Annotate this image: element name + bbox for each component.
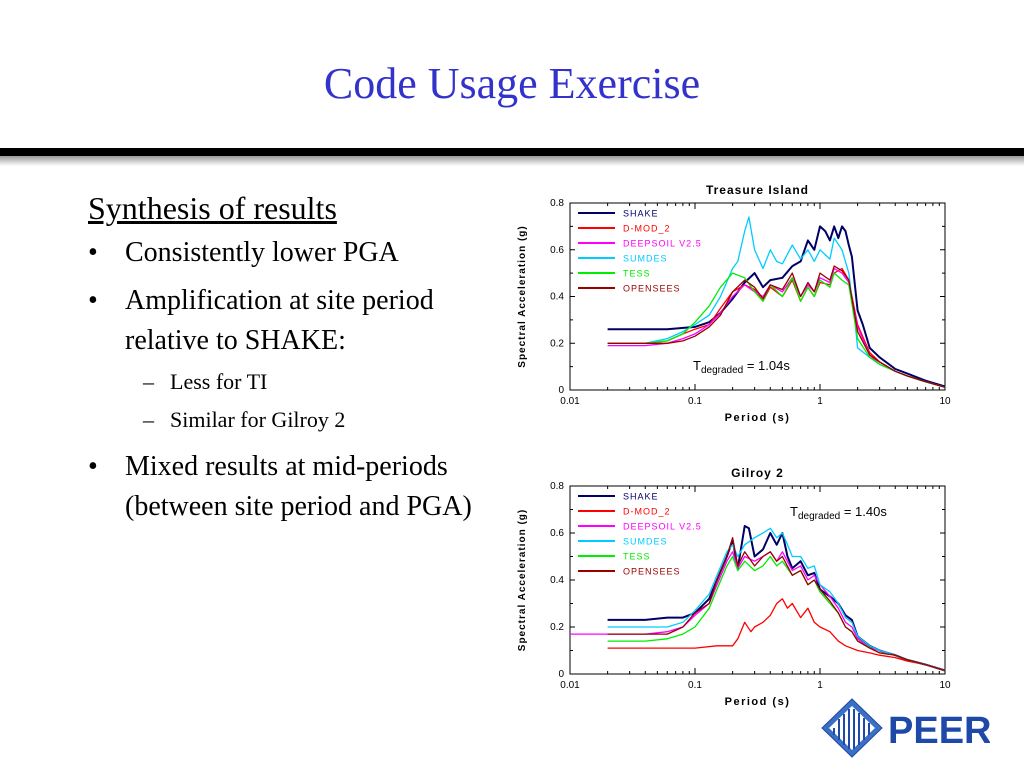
bullet-marker: • — [88, 237, 98, 268]
x-tick-label: 0.1 — [688, 396, 702, 407]
y-tick-label: 0.8 — [550, 481, 564, 492]
legend-label: D-MOD_2 — [623, 224, 671, 234]
x-tick-label: 1 — [817, 396, 823, 407]
legend-label: TESS — [623, 552, 651, 562]
y-tick-label: 0.6 — [550, 245, 564, 256]
annotation-symbol: T — [693, 358, 701, 373]
bullet-item: • Consistently lower PGA — [88, 233, 508, 273]
period-annotation: Tdegraded = 1.40s — [790, 504, 887, 522]
legend-label: DEEPSOIL V2.5 — [623, 239, 702, 249]
logo-text: PEER — [888, 710, 990, 752]
chart-title: Gilroy 2 — [731, 466, 784, 480]
x-tick-label: 0.1 — [688, 680, 702, 691]
y-tick-label: 0.8 — [550, 198, 564, 209]
y-axis-label: Spectral Acceleration (g) — [517, 225, 528, 367]
x-tick-label: 10 — [939, 396, 951, 407]
y-tick-label: 0.2 — [550, 622, 564, 633]
legend-label: SHAKE — [623, 492, 659, 502]
title-divider-shadow — [0, 156, 1024, 166]
legend-label: SUMDES — [623, 254, 668, 264]
slide-title: Code Usage Exercise — [323, 59, 701, 108]
sub-bullet-item: – Similar for Gilroy 2 — [88, 401, 508, 439]
sub-bullet-text: Less for TI — [170, 369, 268, 394]
series-line — [607, 216, 946, 388]
bullet-text: Mixed results at mid-periods (between si… — [125, 451, 472, 522]
bullet-list: Synthesis of results • Consistently lowe… — [88, 190, 508, 527]
legend-label: D-MOD_2 — [623, 507, 671, 517]
series-line — [607, 537, 946, 672]
bullet-marker: • — [88, 285, 98, 316]
dash-marker: – — [143, 369, 154, 394]
legend-label: TESS — [623, 269, 651, 279]
legend-label: SHAKE — [623, 209, 659, 219]
y-tick-label: 0 — [558, 669, 564, 680]
y-tick-label: 0 — [558, 385, 564, 396]
legend-label: SUMDES — [623, 537, 668, 547]
period-annotation: Tdegraded = 1.04s — [693, 358, 790, 376]
y-tick-label: 0.4 — [550, 292, 564, 303]
series-line — [607, 598, 946, 672]
annotation-symbol: T — [790, 504, 798, 519]
annotation-subscript: degraded — [701, 365, 743, 376]
peer-logo: PEER — [821, 698, 990, 758]
x-tick-label: 0.01 — [560, 396, 580, 407]
y-tick-label: 0.4 — [550, 575, 564, 586]
x-tick-label: 0.01 — [560, 680, 580, 691]
bullet-item: • Mixed results at mid-periods (between … — [88, 447, 508, 527]
series-line — [607, 272, 946, 388]
bullet-item: • Amplification at site period relative … — [88, 281, 508, 361]
series-line — [607, 525, 946, 672]
sub-bullet-item: – Less for TI — [88, 363, 508, 401]
legend-label: DEEPSOIL V2.5 — [623, 522, 702, 532]
x-tick-label: 1 — [817, 680, 823, 691]
subheading: Synthesis of results — [88, 190, 337, 226]
y-tick-label: 0.2 — [550, 338, 564, 349]
series-line — [607, 527, 946, 672]
bullet-marker: • — [88, 451, 98, 482]
logo-emblem-icon — [821, 698, 883, 758]
legend-label: OPENSEES — [623, 284, 681, 294]
annotation-value: = 1.04s — [743, 358, 790, 373]
x-axis-label: Period (s) — [725, 696, 791, 708]
annotation-subscript: degraded — [798, 511, 840, 522]
title-divider — [0, 148, 1024, 156]
legend-label: OPENSEES — [623, 567, 681, 577]
dash-marker: – — [143, 407, 154, 432]
chart-title: Treasure Island — [706, 183, 809, 197]
y-tick-label: 0.6 — [550, 528, 564, 539]
bullet-text: Consistently lower PGA — [125, 237, 399, 268]
y-axis-label: Spectral Acceleration (g) — [517, 509, 528, 651]
x-tick-label: 10 — [939, 680, 951, 691]
sub-bullet-text: Similar for Gilroy 2 — [170, 407, 346, 432]
annotation-value: = 1.40s — [840, 504, 887, 519]
series-line — [607, 265, 946, 388]
x-axis-label: Period (s) — [725, 412, 791, 424]
series-line — [570, 551, 946, 672]
bullet-text: Amplification at site period relative to… — [125, 285, 434, 356]
